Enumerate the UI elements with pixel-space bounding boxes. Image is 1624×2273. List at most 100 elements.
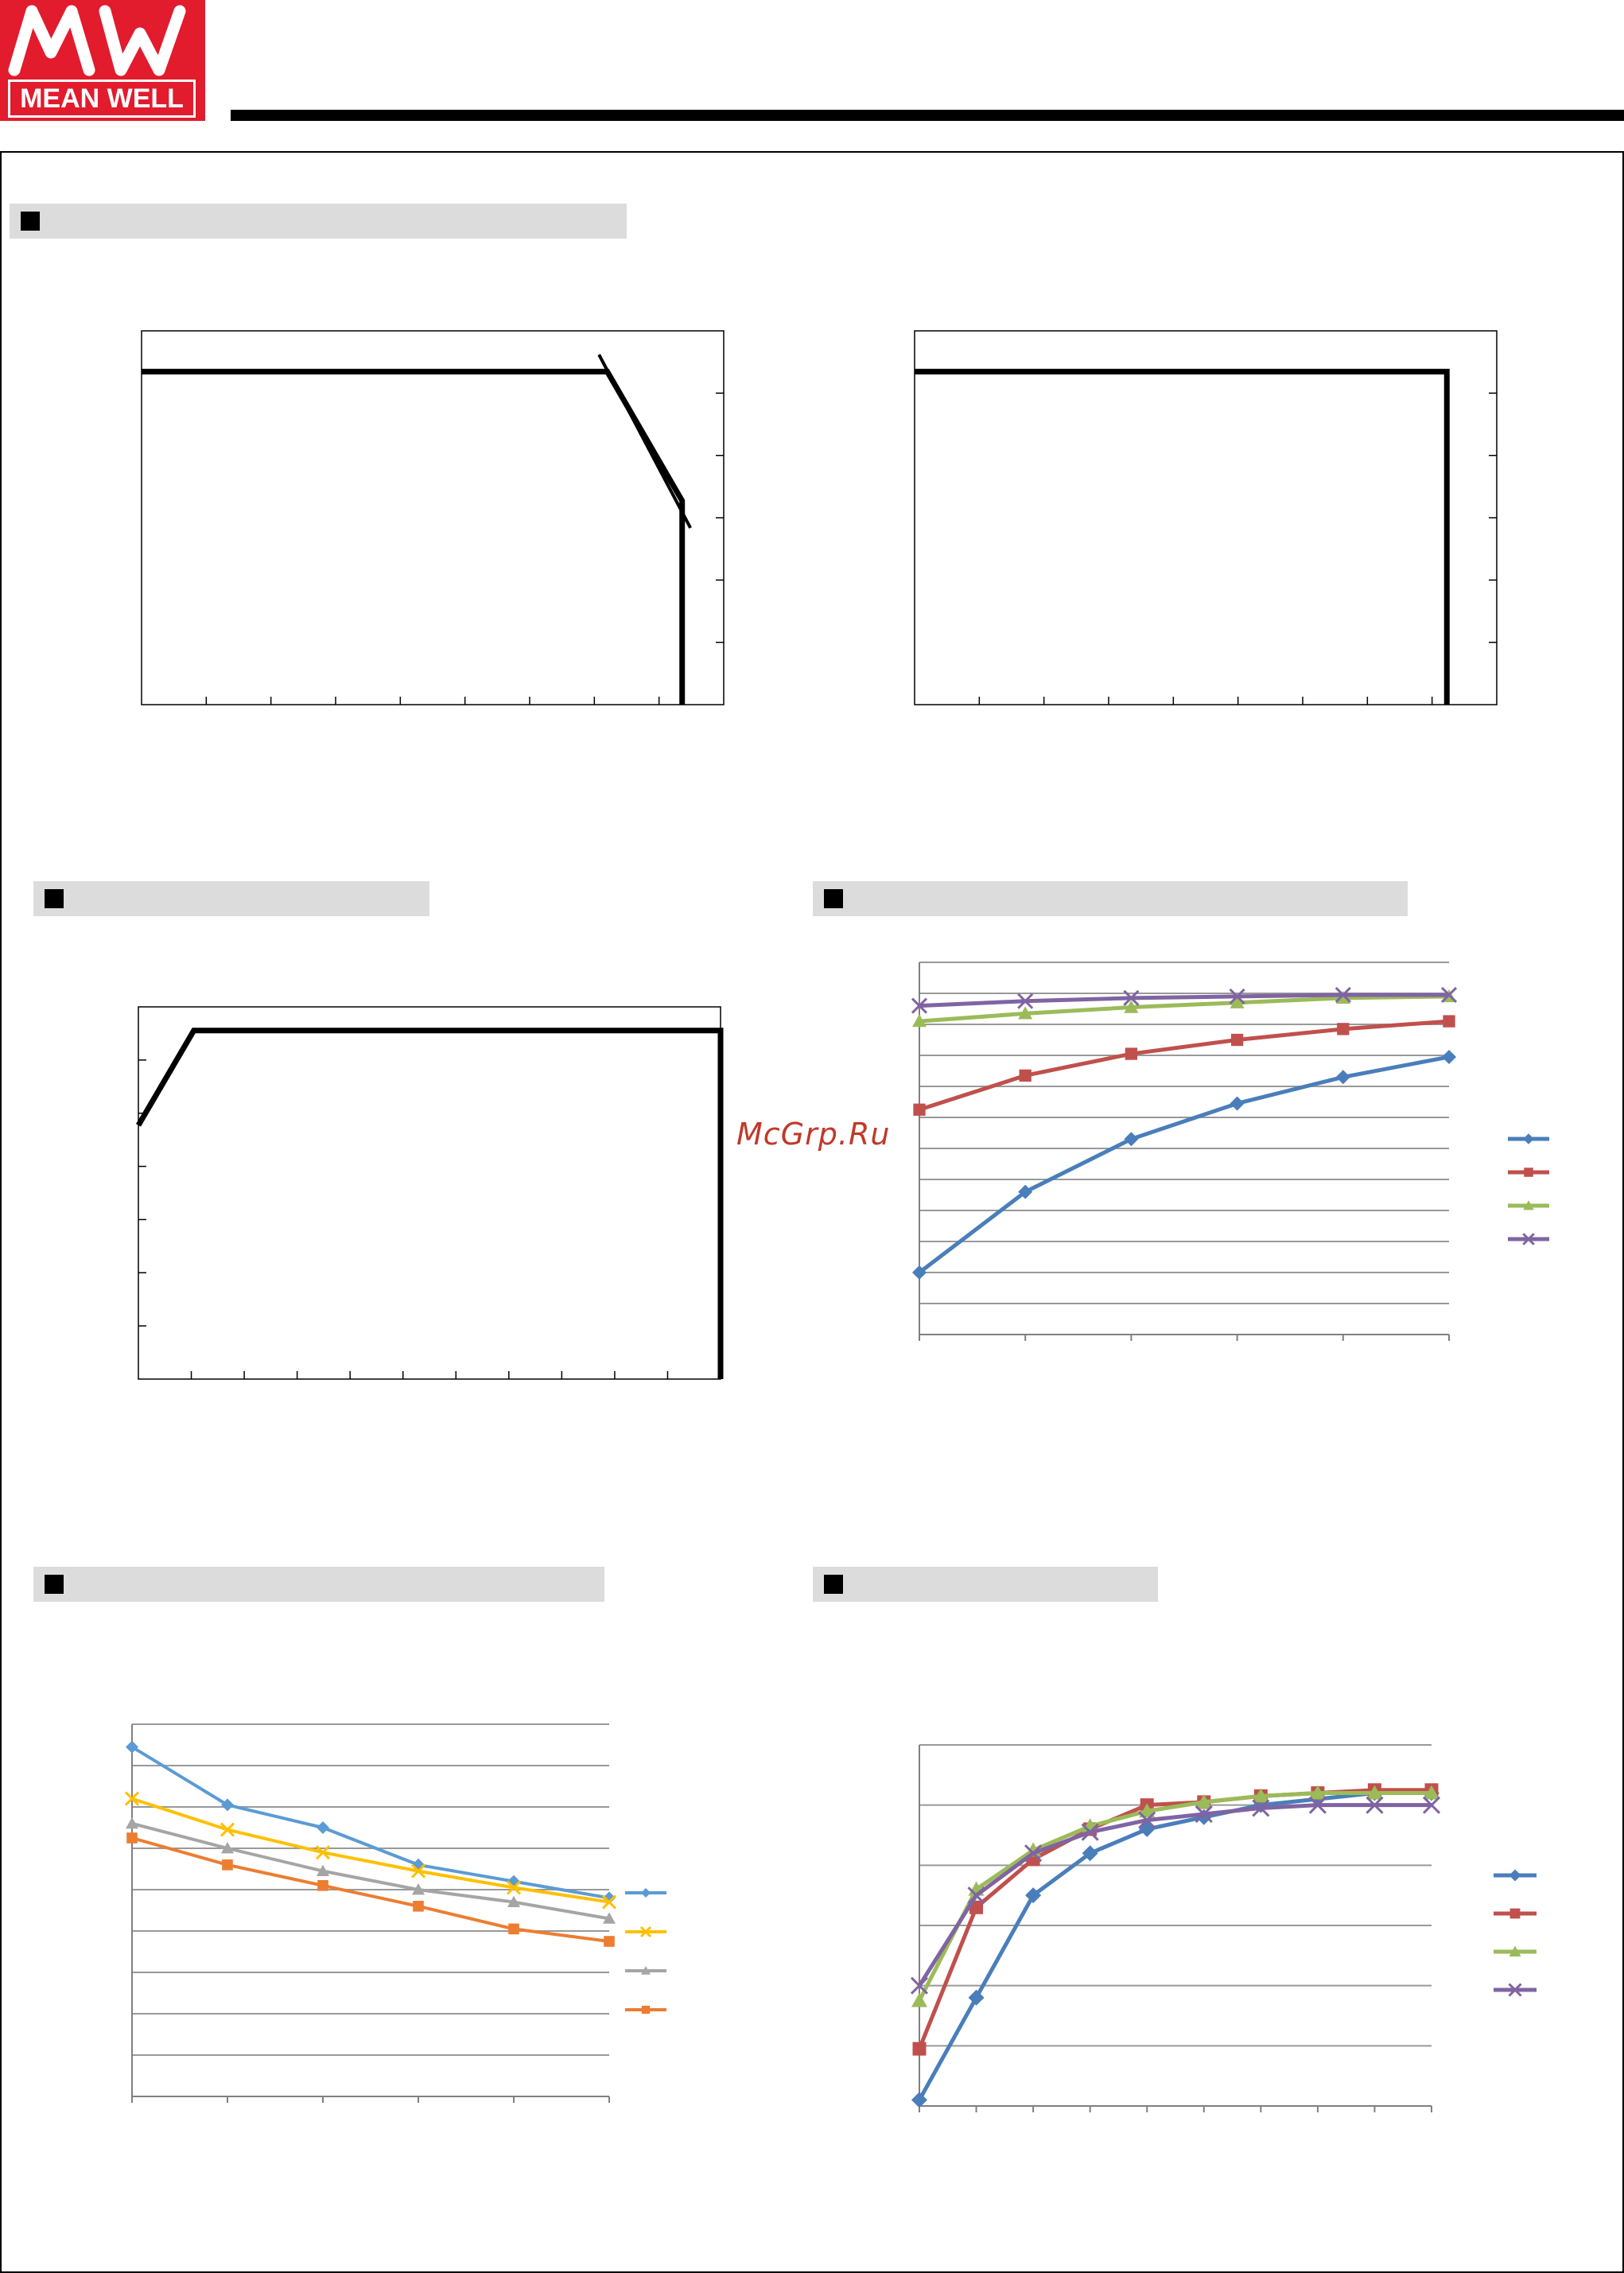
diamond-marker [1442,1049,1456,1064]
series-line [917,1791,1432,2101]
x-marker [220,1822,235,1837]
series-line [919,993,1449,1008]
x-marker [1508,1983,1522,1997]
derating-chart-3 [135,1006,724,1380]
diamond-marker [1523,1133,1534,1144]
series-line [917,1791,1432,2002]
section-marker [824,1575,843,1594]
series-line [131,1797,610,1904]
square-marker [1443,1015,1455,1028]
triangle-marker [1309,1785,1326,1800]
series-line [917,1803,1432,1987]
series-line [131,1836,610,1943]
section-header-efficiency [813,881,1408,916]
plot-frame [914,330,1498,705]
series-line [130,1745,610,1900]
triangle-marker [1018,1006,1033,1020]
x-marker [1366,1796,1384,1814]
x-marker [1123,989,1140,1006]
square-marker [222,1859,233,1871]
x-marker [124,1791,140,1806]
x-marker [910,1976,929,1995]
derating-curve [915,368,1450,705]
triangle-marker [412,1883,425,1895]
square-marker [317,1880,328,1891]
square-marker [604,1936,615,1947]
derating-curve [597,353,692,529]
diamond-marker [641,1888,651,1898]
diamond-marker [126,1740,138,1754]
diamond-marker [412,1858,425,1871]
page-frame [0,151,1624,2273]
diamond-marker [1509,1869,1521,1882]
x-marker [1081,1823,1099,1841]
square-marker [641,2005,651,2015]
triangle-marker [1509,1945,1521,1956]
mean-well-logo: MEAN WELL [0,0,205,121]
x-marker [1440,986,1458,1004]
triangle-marker [641,1966,651,1975]
diamond-marker [968,1989,985,2006]
logo-wordmark: MEAN WELL [8,80,196,118]
series-line [131,1821,610,1921]
square-marker [1524,1168,1533,1177]
square-marker [913,1103,926,1116]
series-line [919,994,1450,1024]
line-chart-6 [910,1744,1537,2112]
triangle-marker [912,1014,927,1028]
triangle-marker [1230,995,1245,1008]
x-marker [1335,986,1351,1004]
triangle-marker [1366,1785,1383,1800]
square-marker [912,2042,927,2056]
triangle-marker [1195,1793,1212,1809]
efficiency-chart [911,962,1549,1341]
header-rule [231,110,1624,121]
x-marker [1522,1233,1535,1245]
diamond-marker [221,1798,234,1812]
triangle-marker [507,1895,520,1907]
derating-curve [142,368,686,705]
section-header-6 [813,1567,1158,1602]
diamond-marker [911,2092,927,2108]
series-line [917,1788,1432,2050]
diamond-marker [1018,1184,1033,1199]
section-header-3 [33,881,429,916]
diamond-marker [912,1265,927,1280]
x-marker [1422,1796,1441,1814]
square-marker [1125,1047,1138,1060]
section-marker [45,889,64,908]
line-chart-5 [124,1723,666,2103]
triangle-marker [1139,1803,1156,1818]
triangle-marker [1335,990,1350,1004]
triangle-marker [1424,1785,1439,1800]
mw-logo-mark [8,5,186,76]
diamond-marker [1335,1070,1350,1085]
plot-frame [141,330,725,705]
triangle-marker [911,1992,927,2007]
derating-chart-2 [914,330,1498,705]
triangle-marker [1253,1788,1269,1803]
x-marker [410,1863,426,1879]
x-marker [967,1886,985,1905]
square-marker [1337,1023,1350,1035]
watermark-text: McGrp.Ru [736,1117,891,1152]
triangle-marker [221,1842,234,1854]
x-marker [1229,988,1245,1004]
x-marker [1017,993,1034,1009]
x-marker [639,1925,652,1938]
x-marker [1024,1844,1043,1863]
square-marker [1230,1033,1244,1047]
triangle-marker [603,1912,616,1924]
section-marker [21,212,40,231]
section-header-5 [33,1567,604,1602]
section-marker [824,889,843,908]
triangle-marker [126,1816,138,1829]
diamond-marker [1124,1132,1139,1147]
x-marker [911,997,928,1014]
triangle-marker [317,1864,329,1876]
series-line [919,1019,1450,1112]
plot-frame [138,1006,721,1380]
x-marker [1252,1799,1270,1817]
derating-chart-1 [141,330,725,705]
square-marker [126,1832,138,1844]
